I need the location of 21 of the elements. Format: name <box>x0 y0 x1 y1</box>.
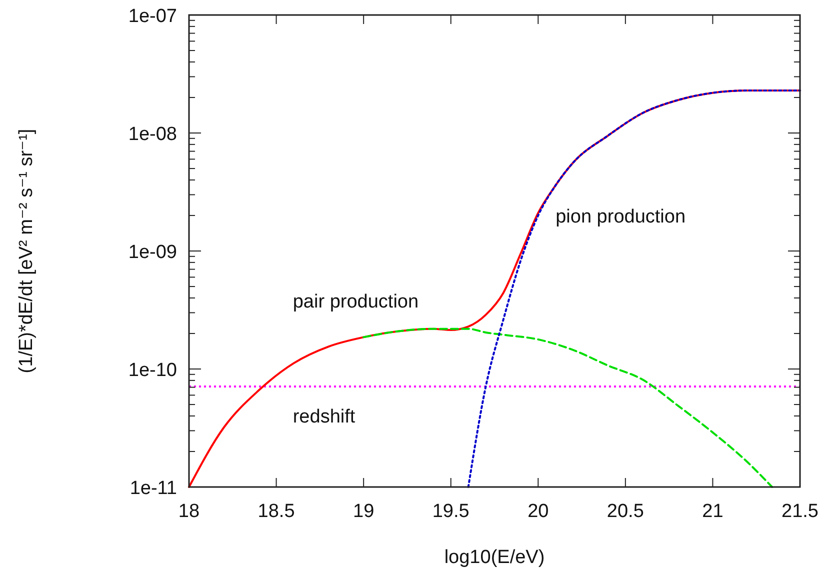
y-tick-label: 1e-08 <box>128 124 177 145</box>
x-tick-label: 19 <box>353 501 374 522</box>
annotation: pair production <box>292 292 419 313</box>
line-series <box>188 90 801 488</box>
line-series <box>467 90 801 488</box>
y-tick-label: 1e-11 <box>130 478 177 499</box>
x-tick-label: 18.5 <box>258 501 295 522</box>
y-tick-label: 1e-07 <box>128 6 177 27</box>
x-tick-label: 19.5 <box>432 501 470 522</box>
x-tick-label: 20 <box>528 501 549 522</box>
annotation: pion production <box>556 206 686 228</box>
x-tick-label: 21 <box>702 501 724 522</box>
y-tick-label: 1e-09 <box>128 242 177 263</box>
x-tick-label: 20.5 <box>606 501 644 522</box>
x-tick-label: 21.5 <box>782 501 818 522</box>
line-series <box>362 328 774 488</box>
y-tick-label: 1e-10 <box>128 360 177 381</box>
x-tick-label: 18 <box>178 501 200 522</box>
y-axis-title: (1/E)*dE/dt [eV² m⁻² s⁻¹ sr⁻¹] <box>16 128 37 374</box>
ref-line-label: redshift <box>292 406 356 428</box>
x-axis-title: log10(E/eV) <box>444 547 545 568</box>
